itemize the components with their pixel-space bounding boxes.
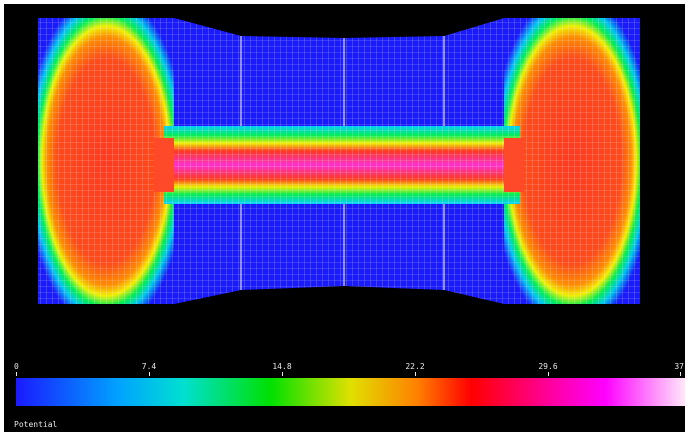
colorbar-tick-label: 29.6 xyxy=(538,362,558,371)
colorbar-tick-mark xyxy=(680,372,681,376)
colorbar-tick-mark xyxy=(16,372,17,376)
colorbar-tick-label: 0 xyxy=(14,362,19,371)
colorbar-tick-mark xyxy=(282,372,283,376)
colorbar-gradient xyxy=(16,378,685,406)
colorbar-tick-label: 7.4 xyxy=(141,362,157,371)
plot-viewport: 0 7.4 14.8 22.2 29.6 37 Potential xyxy=(4,4,685,432)
potential-field-mesh xyxy=(16,18,685,406)
colorbar-tick-label: 14.8 xyxy=(272,362,292,371)
colorbar-legend: 0 7.4 14.8 22.2 29.6 37 Potential xyxy=(4,4,685,432)
colorbar-tick-label: 22.2 xyxy=(405,362,425,371)
colorbar-tick-mark xyxy=(149,372,150,376)
legend-title: Potential xyxy=(14,420,58,429)
colorbar-tick-label: 37 xyxy=(674,362,684,371)
colorbar-tick-mark xyxy=(415,372,416,376)
colorbar-tick-mark xyxy=(548,372,549,376)
